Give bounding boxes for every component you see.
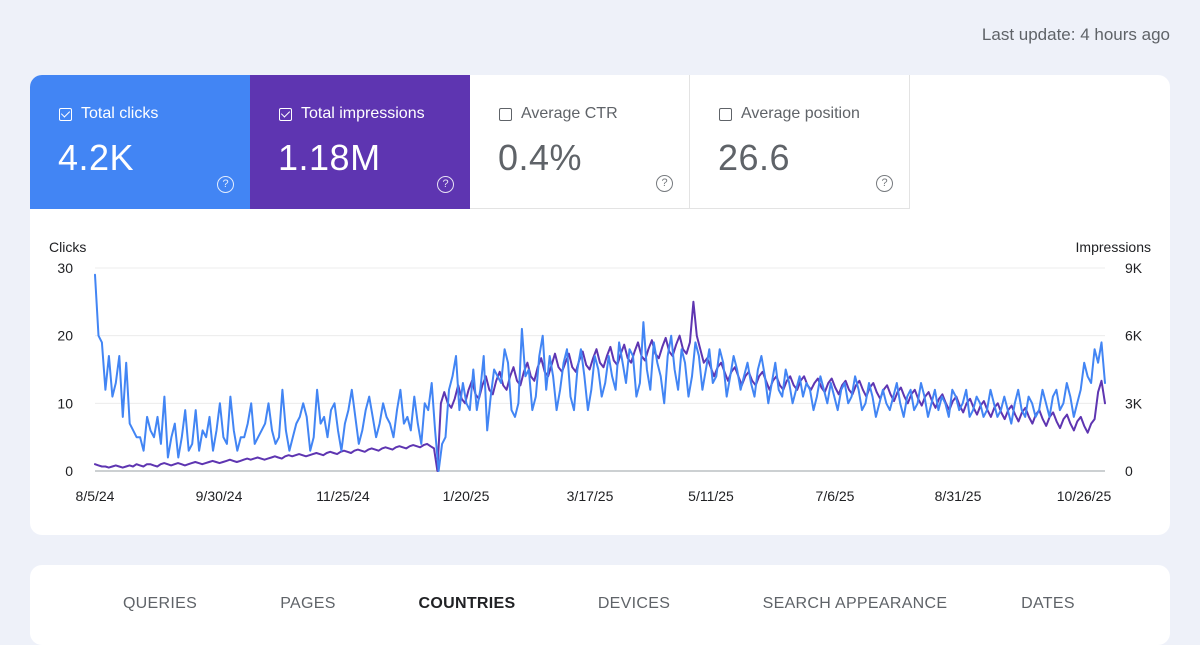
x-axis-ticks: 8/5/24 9/30/24 11/25/24 1/20/25 3/17/25 5/11/… xyxy=(76,488,1112,504)
gridlines xyxy=(95,267,1105,472)
right-axis-title: Impressions xyxy=(1076,239,1151,255)
metric-total-impressions[interactable]: Total impressions 1.18M ? xyxy=(250,75,470,209)
x-tick-label: 8/31/25 xyxy=(935,488,982,504)
metric-label: Average CTR xyxy=(521,105,618,122)
metric-tiles: Total clicks 4.2K ? Total impressions 1.… xyxy=(30,75,910,209)
x-tick-label: 5/11/25 xyxy=(688,488,734,504)
last-update-text: Last update: 4 hours ago xyxy=(981,25,1170,44)
metric-value: 4.2K xyxy=(58,137,135,178)
metric-average-ctr[interactable]: Average CTR 0.4% ? xyxy=(470,75,690,209)
tab-devices[interactable]: DEVICES xyxy=(597,595,671,612)
y-axis-ticks: 30 9K 20 6K 10 3K 0 0 xyxy=(57,260,1142,479)
help-icon[interactable]: ? xyxy=(876,175,893,192)
tab-dates[interactable]: DATES xyxy=(1021,595,1075,612)
checkbox-unchecked-icon[interactable] xyxy=(499,107,512,121)
help-icon[interactable]: ? xyxy=(437,176,454,193)
x-tick-label: 10/26/25 xyxy=(1057,488,1112,504)
right-tick-label: 9K xyxy=(1125,260,1143,276)
x-tick-label: 11/25/24 xyxy=(316,488,370,504)
help-icon[interactable]: ? xyxy=(217,176,234,193)
x-tick-label: 8/5/24 xyxy=(76,488,115,504)
performance-card: Total clicks 4.2K ? Total impressions 1.… xyxy=(30,75,1170,535)
series-lines xyxy=(94,273,1106,472)
left-tick-label: 0 xyxy=(65,463,73,479)
metric-value: 26.6 xyxy=(718,137,791,178)
left-tick-label: 30 xyxy=(57,260,73,276)
left-axis-title: Clicks xyxy=(49,239,86,255)
x-tick-label: 3/17/25 xyxy=(567,488,614,504)
help-icon[interactable]: ? xyxy=(656,175,673,192)
tab-countries[interactable]: COUNTRIES xyxy=(418,595,516,612)
right-tick-label: 3K xyxy=(1125,395,1143,411)
clicks-line xyxy=(94,273,1106,472)
tab-queries[interactable]: QUERIES xyxy=(122,595,198,612)
right-tick-label: 6K xyxy=(1125,328,1143,344)
checkbox-checked-icon[interactable] xyxy=(59,107,72,121)
dimension-tabs: QUERIES PAGES COUNTRIES DEVICES SEARCH A… xyxy=(30,565,1170,645)
left-tick-label: 10 xyxy=(57,395,73,411)
metric-value: 0.4% xyxy=(498,137,583,178)
x-tick-label: 1/20/25 xyxy=(443,488,490,504)
right-tick-label: 0 xyxy=(1125,463,1133,479)
metric-total-clicks[interactable]: Total clicks 4.2K ? xyxy=(30,75,250,209)
metric-label: Average position xyxy=(741,105,860,122)
tab-pages[interactable]: PAGES xyxy=(280,595,336,612)
metric-label: Total clicks xyxy=(81,105,159,122)
x-tick-label: 9/30/24 xyxy=(196,488,243,504)
x-tick-label: 7/6/25 xyxy=(816,488,855,504)
checkbox-checked-icon[interactable] xyxy=(279,107,292,121)
performance-chart[interactable]: Clicks Impressions 30 9K 20 6K 10 3K 0 0 8/5/24… xyxy=(30,75,1170,535)
metric-value: 1.18M xyxy=(278,137,381,178)
metric-average-position[interactable]: Average position 26.6 ? xyxy=(690,75,910,209)
tab-search-appearance[interactable]: SEARCH APPEARANCE xyxy=(762,595,948,612)
left-tick-label: 20 xyxy=(57,328,73,344)
metric-label: Total impressions xyxy=(301,105,425,122)
checkbox-unchecked-icon[interactable] xyxy=(719,107,732,121)
